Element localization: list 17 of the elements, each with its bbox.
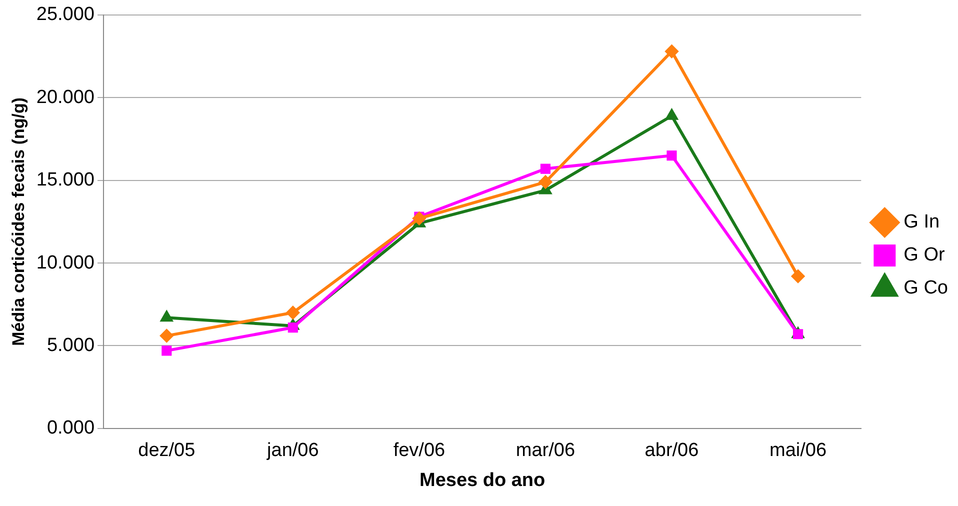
legend-label: G In <box>904 212 940 233</box>
y-tick-label: 20.000 <box>36 86 95 108</box>
x-tick-label: mar/06 <box>516 440 576 462</box>
x-tick-label: jan/06 <box>266 440 319 462</box>
x-axis-title: Meses do ano <box>420 470 546 491</box>
y-tick-label: 15.000 <box>36 170 95 191</box>
x-tick-label: abr/06 <box>644 440 699 462</box>
y-axis-title: Média corticóides fecais (ng/g) <box>8 97 28 346</box>
legend-label: G Co <box>904 278 948 299</box>
legend-label: G Or <box>904 244 946 266</box>
x-tick-label: fev/06 <box>393 440 446 462</box>
y-tick-label: 25.000 <box>36 4 95 26</box>
x-tick-label: dez/05 <box>138 440 196 462</box>
y-tick-label: 5.000 <box>46 334 95 356</box>
y-tick-label: 10.000 <box>36 252 95 274</box>
x-tick-label: mai/06 <box>770 440 827 462</box>
y-tick-label: 0.000 <box>46 418 95 439</box>
